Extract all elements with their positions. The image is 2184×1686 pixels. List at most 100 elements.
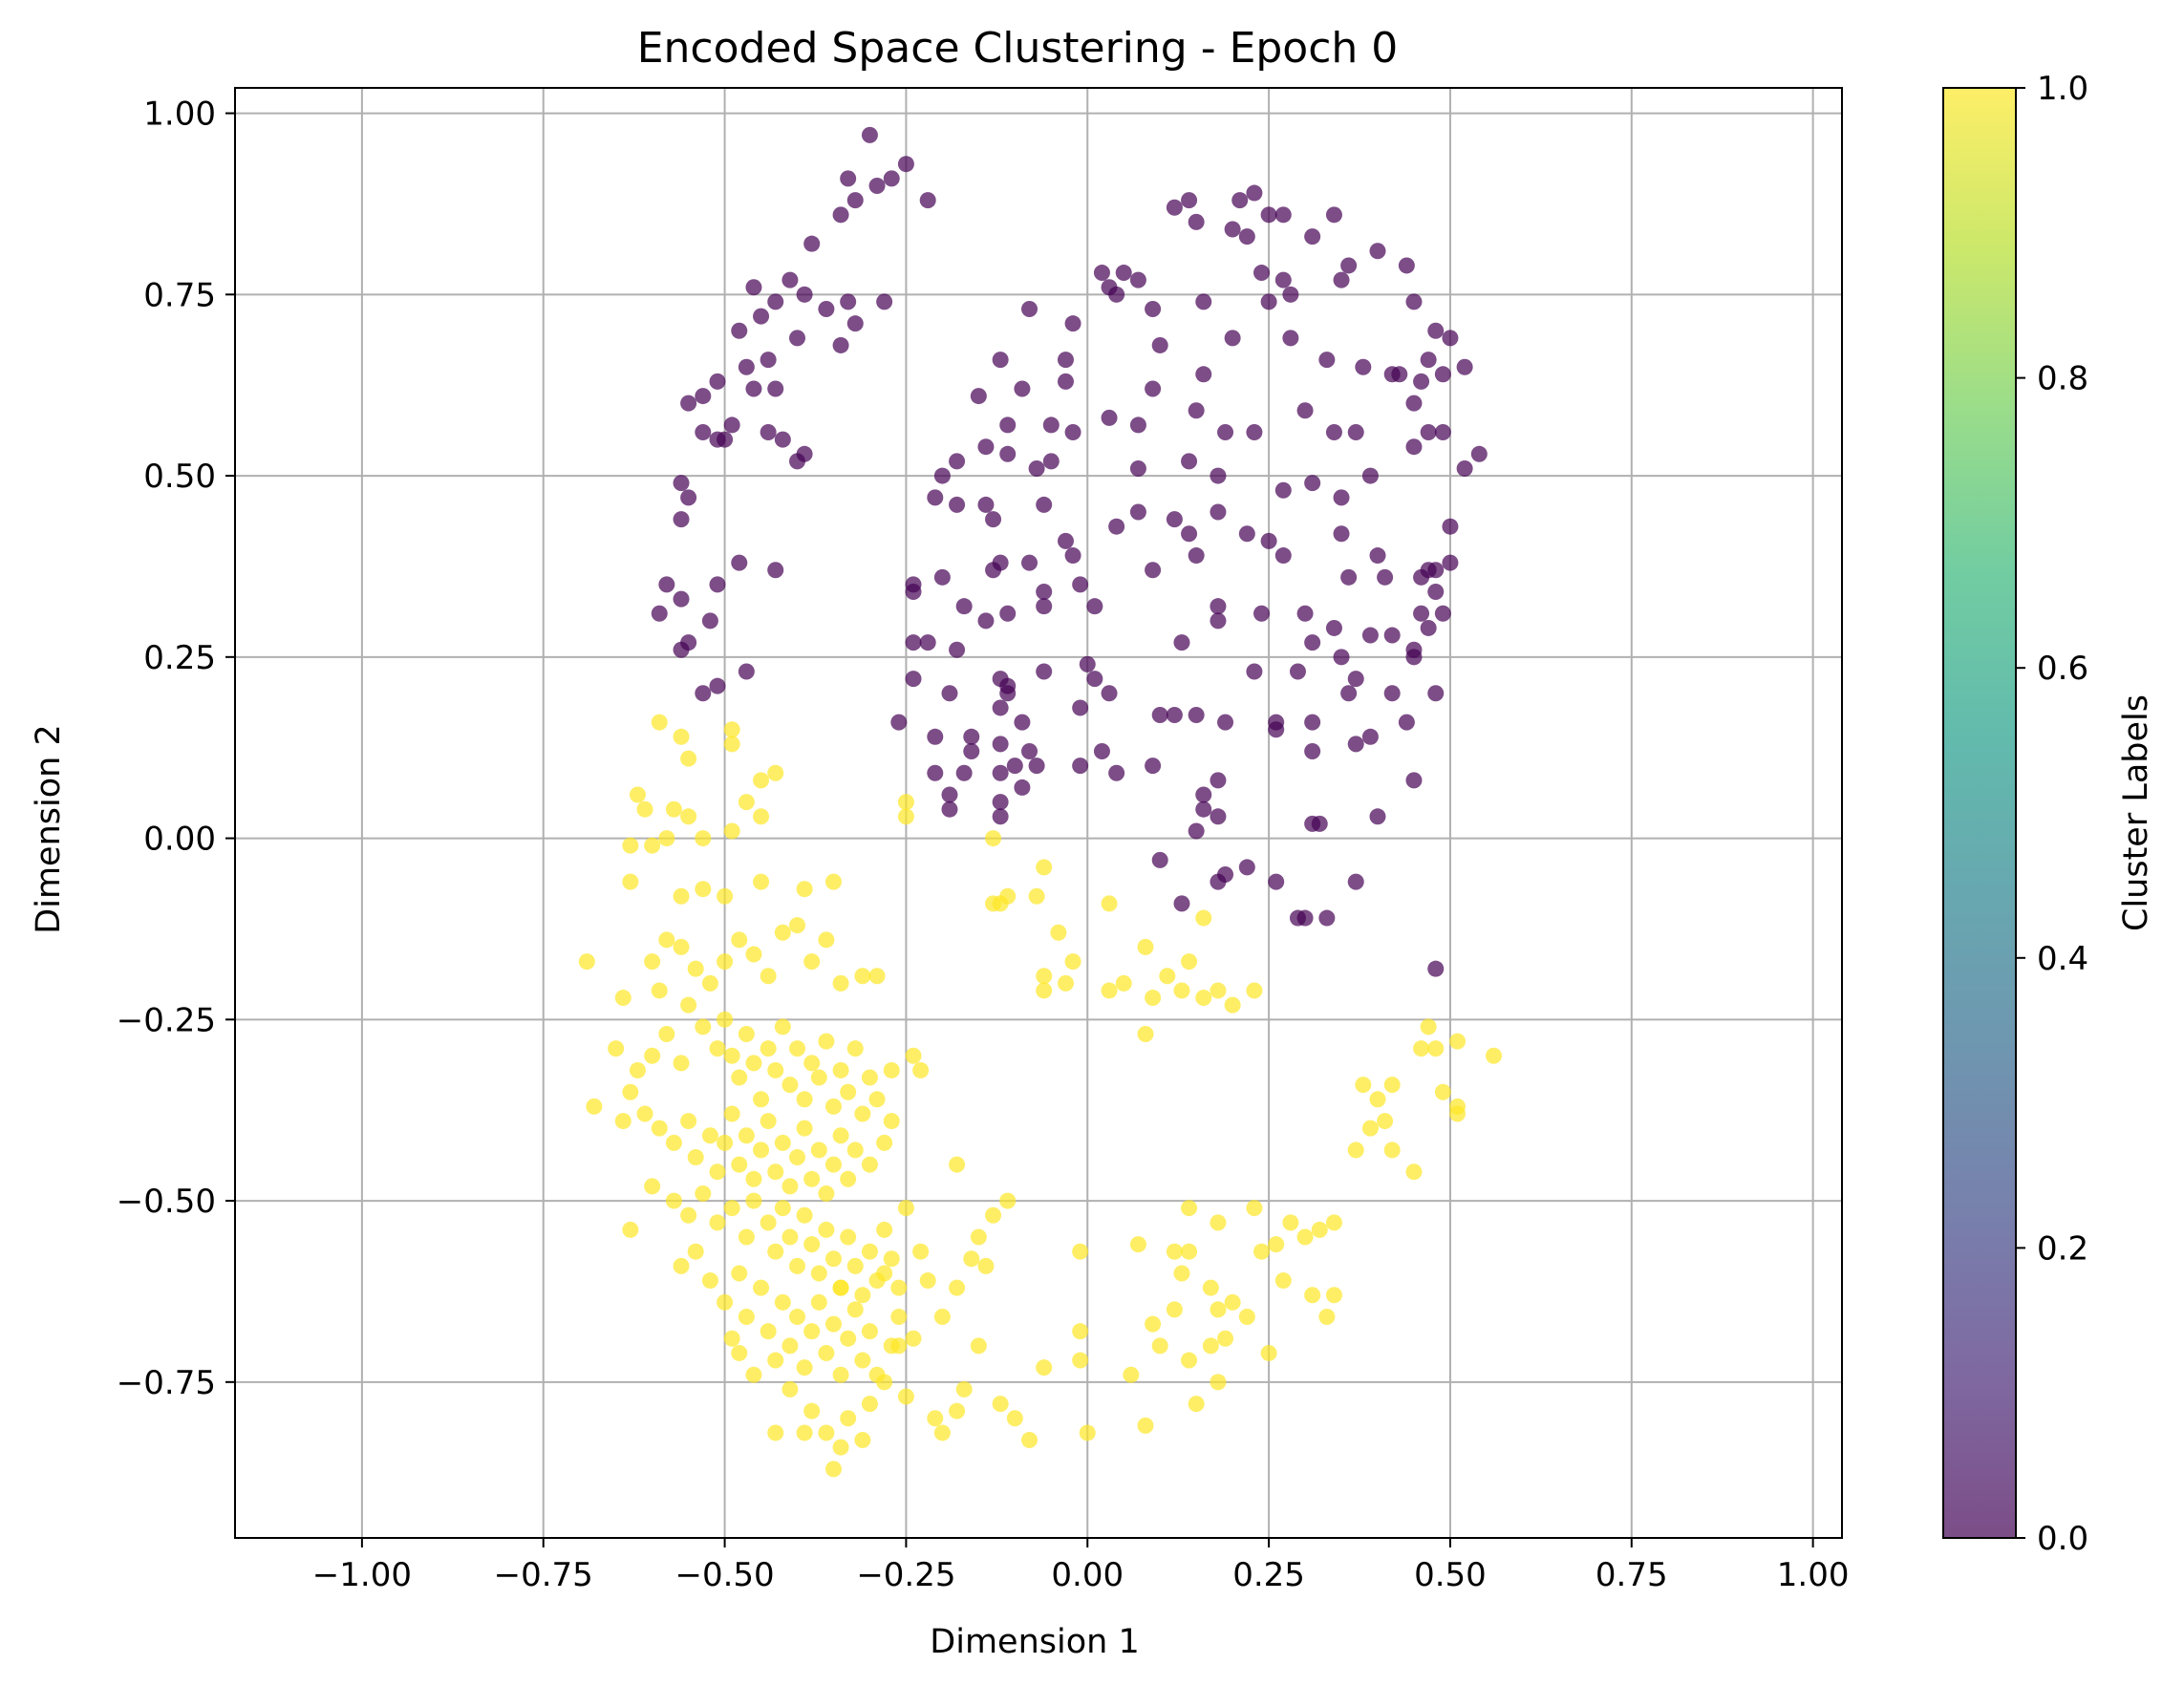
cluster-0-point <box>1274 547 1292 565</box>
colorbar-tick-label: 0.4 <box>2037 940 2088 978</box>
cluster-1-point <box>890 1337 908 1355</box>
cluster-1-point <box>1325 1287 1342 1304</box>
cluster-1-point <box>897 794 914 811</box>
cluster-1-point <box>695 830 712 847</box>
cluster-1-point <box>644 837 661 854</box>
cluster-1-point <box>927 1410 944 1427</box>
cluster-1-point <box>824 1461 842 1478</box>
cluster-1-point <box>651 1120 668 1137</box>
y-tick-label: 0.25 <box>143 639 216 677</box>
cluster-1-point <box>665 1192 682 1209</box>
cluster-1-point <box>680 750 697 767</box>
cluster-0-point <box>1282 330 1299 347</box>
cluster-0-point <box>1129 416 1146 434</box>
cluster-0-point <box>1188 707 1205 724</box>
cluster-1-point <box>1021 1432 1038 1449</box>
cluster-0-point <box>1151 851 1168 868</box>
cluster-0-point <box>1442 554 1459 571</box>
cluster-0-point <box>1036 598 1053 615</box>
cluster-1-point <box>1434 1083 1451 1100</box>
cluster-1-point <box>745 1170 762 1187</box>
cluster-1-point <box>745 1192 762 1209</box>
cluster-0-point <box>985 562 1002 579</box>
cluster-1-point <box>1036 859 1053 876</box>
cluster-0-point <box>1028 758 1045 775</box>
cluster-1-point <box>861 1156 878 1173</box>
cluster-1-point <box>745 1055 762 1072</box>
cluster-0-point <box>1398 257 1415 274</box>
cluster-0-point <box>1405 649 1423 666</box>
cluster-0-point <box>927 764 944 781</box>
colorbar-ticks: 0.0 0.2 0.4 0.6 0.8 1.0 <box>2016 70 2088 1558</box>
cluster-0-point <box>1181 192 1198 209</box>
cluster-1-point <box>796 1091 813 1108</box>
cluster-0-point <box>1145 380 1162 397</box>
cluster-1-point <box>824 873 842 890</box>
cluster-1-point <box>1210 1214 1227 1231</box>
cluster-0-point <box>695 424 712 441</box>
cluster-0-point <box>695 685 712 702</box>
cluster-1-point <box>970 1228 987 1246</box>
colorbar-tick-label: 0.0 <box>2037 1520 2088 1558</box>
cluster-1-point <box>738 1025 755 1042</box>
cluster-1-point <box>1064 953 1081 971</box>
cluster-0-point <box>738 663 755 680</box>
cluster-1-point <box>1318 1309 1336 1326</box>
cluster-1-point <box>695 881 712 898</box>
plot-frame <box>234 87 1843 1539</box>
cluster-1-point <box>665 1134 682 1151</box>
cluster-0-point <box>1260 293 1277 310</box>
cluster-1-point <box>1413 1040 1430 1057</box>
cluster-1-point <box>933 1424 951 1441</box>
cluster-0-point <box>840 293 857 310</box>
cluster-1-point <box>1224 1293 1241 1311</box>
cluster-0-point <box>941 786 958 803</box>
cluster-1-point <box>644 953 661 971</box>
cluster-1-point <box>665 800 682 818</box>
cluster-1-point <box>796 1359 813 1377</box>
cluster-1-point <box>876 1134 893 1151</box>
cluster-0-point <box>1361 467 1379 484</box>
cluster-1-point <box>1260 1344 1277 1361</box>
cluster-1-point <box>861 1069 878 1086</box>
x-tick-label: −0.50 <box>674 1556 774 1594</box>
cluster-0-point <box>992 699 1009 716</box>
cluster-0-point <box>992 794 1009 811</box>
cluster-1-point <box>1188 1396 1205 1413</box>
cluster-0-point <box>1014 779 1031 796</box>
x-tick-label: −0.75 <box>494 1556 593 1594</box>
cluster-1-point <box>789 1257 806 1274</box>
cluster-1-point <box>760 1323 777 1340</box>
cluster-1-point <box>854 1432 871 1449</box>
cluster-0-point <box>1427 562 1445 579</box>
y-axis-label: Dimension 2 <box>30 724 68 933</box>
cluster-0-point <box>1427 685 1445 702</box>
cluster-0-point <box>1072 758 1089 775</box>
cluster-0-point <box>1093 742 1110 759</box>
cluster-1-point <box>803 1323 821 1340</box>
cluster-0-point <box>992 764 1009 781</box>
cluster-1-point <box>760 1113 777 1130</box>
cluster-0-point <box>832 206 849 224</box>
cluster-1-point <box>789 1040 806 1057</box>
cluster-0-point <box>905 671 922 688</box>
cluster-1-point <box>614 1113 632 1130</box>
cluster-0-point <box>709 373 726 390</box>
cluster-1-point <box>897 1200 914 1217</box>
cluster-1-point <box>673 887 690 905</box>
cluster-1-point <box>789 1309 806 1326</box>
cluster-0-point <box>1210 612 1227 630</box>
cluster-1-point <box>832 1127 849 1144</box>
cluster-0-point <box>1057 532 1074 549</box>
cluster-0-point <box>897 156 914 173</box>
cluster-1-point <box>810 1142 827 1159</box>
cluster-0-point <box>1413 605 1430 622</box>
x-tick-label: 0.00 <box>1051 1556 1124 1594</box>
cluster-0-point <box>1108 286 1125 303</box>
cluster-0-point <box>1210 503 1227 521</box>
cluster-0-point <box>1195 293 1212 310</box>
cluster-0-point <box>955 764 973 781</box>
cluster-0-point <box>1427 960 1445 977</box>
cluster-0-point <box>1405 395 1423 412</box>
cluster-0-point <box>999 677 1017 694</box>
